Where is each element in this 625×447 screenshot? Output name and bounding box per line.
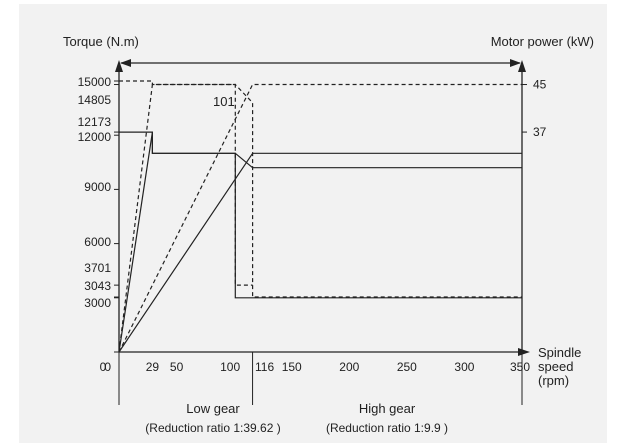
chart-panel	[19, 4, 607, 443]
y-left-axis-label: Torque (N.m)	[63, 34, 139, 49]
series-line-1	[118, 83, 522, 353]
y-left-tick-label-15000: 15000	[78, 75, 112, 89]
y-left-tick-label-3000: 3000	[84, 296, 111, 310]
low-gear-label: Low gear	[186, 401, 240, 416]
y-left-tick-label-14805: 14805	[78, 93, 112, 107]
y-left-tick-label-3043: 3043	[84, 279, 111, 293]
series-line-4	[118, 83, 522, 353]
y-right-tick-label-37: 37	[533, 125, 547, 139]
x-tick-label-300: 300	[454, 360, 474, 374]
x-tick-label-350: 350	[510, 360, 530, 374]
x-tick-label-200: 200	[339, 360, 359, 374]
y-left-tick-label-3701: 3701	[84, 261, 111, 275]
y-left-tick-label-12173: 12173	[78, 115, 112, 129]
top-range-arrow-left	[120, 59, 131, 67]
x-axis-label-line-3: (rpm)	[538, 373, 569, 388]
series-line-3	[118, 132, 522, 353]
gear-dividers	[118, 352, 523, 405]
x-tick-label-29: 29	[146, 360, 160, 374]
y-left-tick-label-9000: 9000	[84, 180, 111, 194]
x-axis-label-line-2: speed	[538, 359, 573, 374]
annotation-101: 101	[213, 94, 235, 109]
chart-series	[118, 80, 522, 353]
x-axis-label-line-1: Spindle	[538, 345, 581, 360]
x-tick-label-250: 250	[397, 360, 417, 374]
y-right-axis-label: Motor power (kW)	[491, 34, 594, 49]
x-tick-label-116: 116	[255, 360, 274, 374]
x-tick-label-50: 50	[170, 360, 184, 374]
x-tick-label-150: 150	[282, 360, 302, 374]
x-axis-arrow	[518, 348, 530, 356]
series-line-2	[119, 131, 522, 299]
y-right-axis-arrow	[518, 60, 526, 72]
y-right-tick-label-45: 45	[533, 78, 547, 92]
low-gear-ratio: (Reduction ratio 1:39.62 )	[145, 421, 280, 435]
y-left-axis-arrow	[115, 60, 123, 72]
x-ticks: 0 29 50 100 116 150 200 250 300 350	[100, 360, 531, 374]
y-left-tick-label-6000: 6000	[84, 235, 111, 249]
y-left-tick-label-12000: 12000	[78, 130, 112, 144]
y-left-tick-label-0: 0	[104, 360, 111, 374]
high-gear-label: High gear	[359, 401, 416, 416]
series-line-5	[118, 152, 522, 353]
x-tick-label-100: 100	[220, 360, 240, 374]
high-gear-ratio: (Reduction ratio 1:9.9 )	[326, 421, 448, 435]
x-tick-label-0: 0	[100, 360, 107, 374]
chart-frame	[115, 59, 530, 356]
top-range-arrow-right	[510, 59, 521, 67]
y-right-ticks: 37 45	[522, 78, 547, 139]
